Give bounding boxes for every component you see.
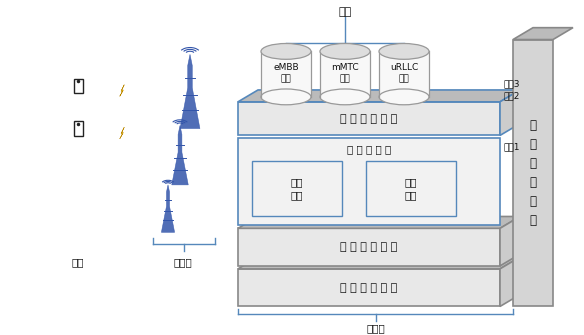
Ellipse shape	[261, 44, 311, 59]
Polygon shape	[161, 185, 175, 232]
FancyBboxPatch shape	[238, 269, 500, 307]
Polygon shape	[238, 257, 520, 269]
FancyBboxPatch shape	[366, 161, 456, 216]
Text: 边缘
功能: 边缘 功能	[291, 177, 303, 200]
Text: mMTC
业务: mMTC 业务	[331, 63, 359, 83]
Text: 能 力 开 放 平 台: 能 力 开 放 平 台	[340, 114, 398, 124]
Polygon shape	[500, 216, 520, 266]
Text: 切片2: 切片2	[503, 91, 519, 100]
Text: 控
制
管
理
功
能: 控 制 管 理 功 能	[530, 119, 537, 227]
FancyBboxPatch shape	[252, 161, 342, 216]
Ellipse shape	[261, 89, 311, 105]
FancyBboxPatch shape	[513, 40, 553, 307]
Text: 切片1: 切片1	[503, 142, 520, 151]
Polygon shape	[379, 51, 429, 97]
Text: 接入网: 接入网	[173, 257, 192, 267]
FancyBboxPatch shape	[238, 102, 500, 135]
Text: 网络
功能: 网络 功能	[405, 177, 417, 200]
Polygon shape	[120, 85, 124, 96]
Text: eMBB
业务: eMBB 业务	[273, 63, 299, 83]
Text: 应用: 应用	[338, 7, 352, 17]
FancyBboxPatch shape	[238, 228, 500, 266]
Text: 终端: 终端	[72, 257, 84, 267]
Polygon shape	[238, 90, 520, 102]
Ellipse shape	[320, 44, 370, 59]
Polygon shape	[172, 126, 188, 185]
Text: uRLLC
业务: uRLLC 业务	[390, 63, 418, 83]
Polygon shape	[500, 90, 520, 135]
Polygon shape	[120, 127, 124, 139]
FancyBboxPatch shape	[74, 79, 82, 93]
Text: 核心网: 核心网	[366, 323, 385, 333]
Text: 虚 拟 基 础 设 施: 虚 拟 基 础 设 施	[340, 242, 398, 252]
Polygon shape	[238, 216, 520, 228]
Ellipse shape	[379, 44, 429, 59]
Polygon shape	[513, 28, 573, 40]
Text: 信 令 与 数 据: 信 令 与 数 据	[347, 144, 391, 154]
Text: 切片3: 切片3	[503, 79, 520, 88]
Ellipse shape	[320, 89, 370, 105]
Ellipse shape	[379, 89, 429, 105]
FancyBboxPatch shape	[74, 121, 82, 136]
Polygon shape	[180, 54, 200, 129]
FancyBboxPatch shape	[238, 138, 500, 225]
Polygon shape	[320, 51, 370, 97]
Text: 物 理 基 础 设 施: 物 理 基 础 设 施	[340, 283, 398, 293]
Polygon shape	[500, 257, 520, 307]
Polygon shape	[261, 51, 311, 97]
